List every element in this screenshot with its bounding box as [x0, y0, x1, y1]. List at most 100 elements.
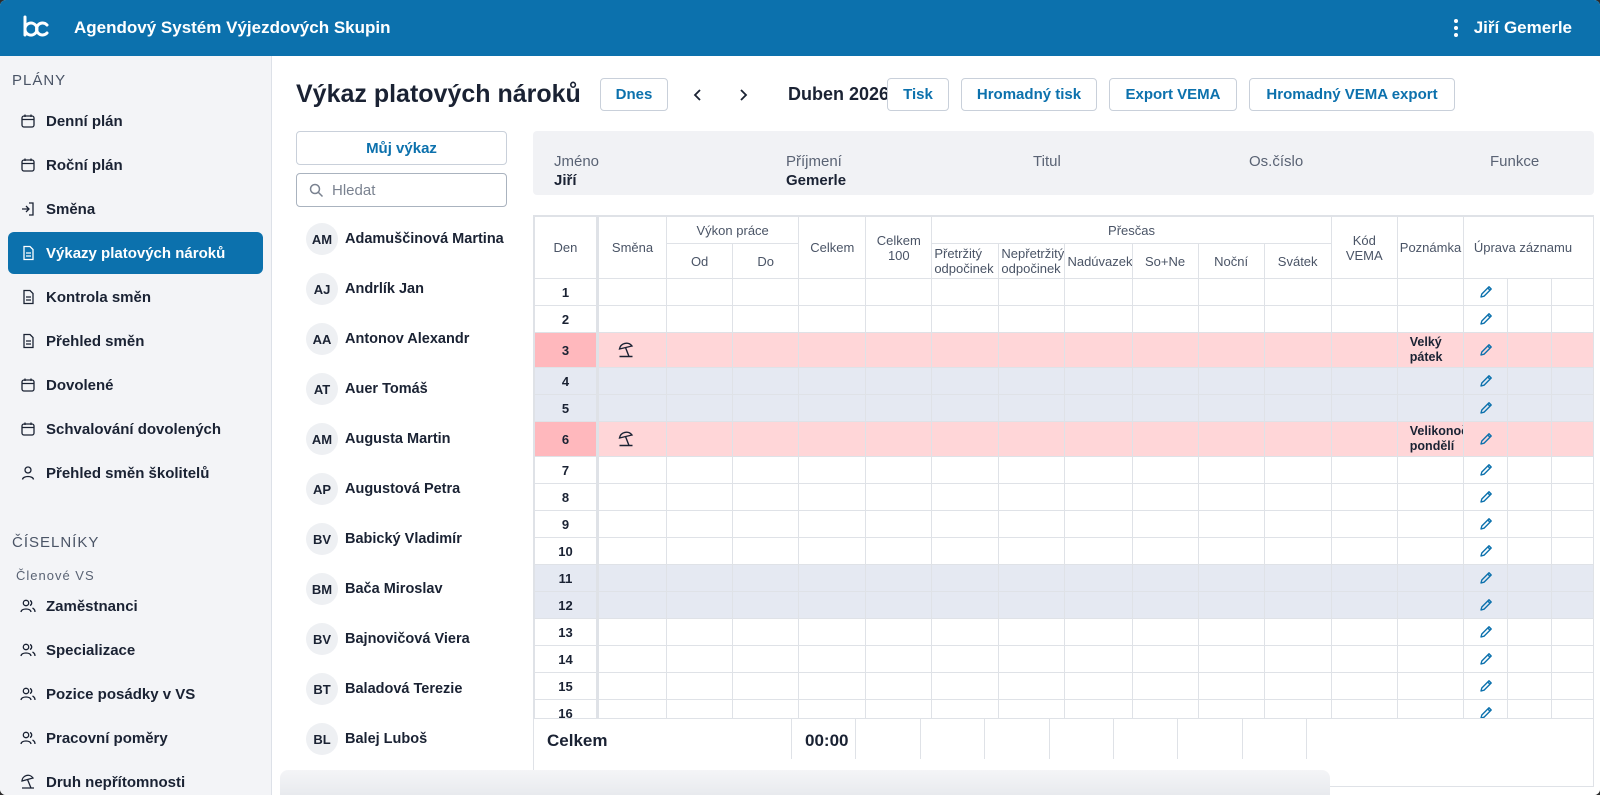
more-menu-icon[interactable]	[1450, 15, 1462, 41]
bulk-vema-export-button[interactable]: Hromadný VEMA export	[1249, 78, 1455, 111]
sidebar-item-denní-plán[interactable]: Denní plán	[8, 100, 263, 142]
edit-pencil-icon[interactable]	[1478, 678, 1494, 694]
day-cell: 14	[534, 645, 598, 673]
value-cell	[998, 672, 1066, 700]
sidebar-item-druh-nepřítomnosti[interactable]: Druh nepřítomnosti	[8, 761, 263, 795]
edit-pencil-icon[interactable]	[1478, 651, 1494, 667]
my-report-button[interactable]: Můj výkaz	[296, 131, 507, 165]
employee-list-item[interactable]: AT Auer Tomáš	[296, 364, 507, 414]
edit-cell[interactable]	[1462, 618, 1509, 646]
value-cell	[931, 367, 1000, 395]
edit-pencil-icon[interactable]	[1478, 489, 1494, 505]
value-cell	[1507, 456, 1552, 484]
value-cell	[666, 591, 734, 619]
employee-list-item[interactable]: BV Babický Vladimír	[296, 514, 507, 564]
search-input[interactable]	[332, 181, 492, 199]
edit-pencil-icon[interactable]	[1478, 597, 1494, 613]
edit-cell[interactable]	[1462, 456, 1509, 484]
sidebar-item-výkazy-platových-nároků[interactable]: Výkazy platových nároků	[8, 232, 263, 274]
search-box[interactable]	[296, 173, 507, 207]
sidebar-item-specializace[interactable]: Specializace	[8, 629, 263, 671]
sidebar-item-přehled-směn-školitelů[interactable]: Přehled směn školitelů	[8, 452, 263, 494]
document-icon	[23, 289, 34, 305]
edit-pencil-icon[interactable]	[1478, 462, 1494, 478]
edit-cell[interactable]	[1462, 332, 1509, 368]
value-cell	[1064, 645, 1133, 673]
employee-list-item[interactable]: BT Baladová Terezie	[296, 664, 507, 714]
col-naduvazek: Nadúvazek	[1064, 243, 1133, 279]
sidebar-item-schvalování-dovolených[interactable]: Schvalování dovolených	[8, 408, 263, 450]
edit-pencil-icon[interactable]	[1478, 311, 1494, 327]
value-cell	[1330, 510, 1398, 538]
edit-cell[interactable]	[1462, 672, 1509, 700]
value-cell	[1197, 645, 1265, 673]
employee-list-item[interactable]: AM Adamuščinová Martina	[296, 214, 507, 264]
day-cell: 10	[534, 537, 598, 565]
edit-cell[interactable]	[1462, 537, 1509, 565]
value-cell	[1507, 483, 1552, 511]
edit-pencil-icon[interactable]	[1478, 400, 1494, 416]
chevron-right-icon[interactable]	[731, 83, 755, 107]
export-vema-button[interactable]: Export VEMA	[1109, 78, 1237, 111]
edit-pencil-icon[interactable]	[1478, 284, 1494, 300]
app-logo[interactable]	[20, 13, 50, 43]
edit-pencil-icon[interactable]	[1478, 570, 1494, 586]
edit-cell[interactable]	[1462, 483, 1509, 511]
employee-list-item[interactable]: AP Augustová Petra	[296, 464, 507, 514]
nav-item-label: Schvalování dovolených	[46, 420, 222, 438]
edit-pencil-icon[interactable]	[1478, 373, 1494, 389]
edit-cell[interactable]	[1462, 564, 1509, 592]
sidebar-item-pracovní-poměry[interactable]: Pracovní poměry	[8, 717, 263, 759]
value-cell	[1263, 618, 1332, 646]
employee-list-item[interactable]: BL Balej Luboš	[296, 714, 507, 764]
sidebar-item-kontrola-směn[interactable]: Kontrola směn	[8, 276, 263, 318]
col-nepretrzity: Nepřetržitý odpočinek	[998, 243, 1066, 279]
employee-list-item[interactable]: AM Augusta Martin	[296, 414, 507, 464]
value-cell	[1263, 564, 1332, 592]
edit-pencil-icon[interactable]	[1478, 543, 1494, 559]
employee-list-item[interactable]: BM Bača Miroslav	[296, 564, 507, 614]
sidebar-item-směna[interactable]: Směna	[8, 188, 263, 230]
col-celkem: Celkem	[798, 216, 867, 279]
edit-cell[interactable]	[1462, 645, 1509, 673]
employee-list-item[interactable]: BV Bajnovičová Viera	[296, 614, 507, 664]
print-button[interactable]: Tisk	[887, 78, 949, 111]
employee-list-item[interactable]: AA Antonov Alexandr	[296, 314, 507, 364]
value-cell	[732, 456, 800, 484]
value-cell	[865, 618, 933, 646]
sidebar-item-přehled-směn[interactable]: Přehled směn	[8, 320, 263, 362]
employee-name: Bača Miroslav	[345, 580, 443, 597]
value-cell	[1131, 305, 1199, 333]
sidebar-item-roční-plán[interactable]: Roční plán	[8, 144, 263, 186]
edit-pencil-icon[interactable]	[1478, 516, 1494, 532]
bulk-print-button[interactable]: Hromadný tisk	[961, 78, 1097, 111]
edit-cell[interactable]	[1462, 305, 1509, 333]
edit-pencil-icon[interactable]	[1478, 624, 1494, 640]
value-cell	[1131, 483, 1199, 511]
edit-cell[interactable]	[1462, 394, 1509, 422]
edit-pencil-icon[interactable]	[1478, 342, 1494, 358]
value-cell	[1131, 367, 1199, 395]
sidebar-item-zaměstnanci[interactable]: Zaměstnanci	[8, 585, 263, 627]
day-cell: 13	[534, 618, 598, 646]
employee-list-item[interactable]: AJ Andrlík Jan	[296, 264, 507, 314]
edit-cell[interactable]	[1462, 278, 1509, 306]
chevron-left-icon[interactable]	[686, 83, 710, 107]
edit-pencil-icon[interactable]	[1478, 431, 1494, 447]
sidebar-item-dovolené[interactable]: Dovolené	[8, 364, 263, 406]
edit-cell[interactable]	[1462, 510, 1509, 538]
value-cell	[666, 483, 734, 511]
edit-cell[interactable]	[1462, 421, 1509, 457]
col-od: Od	[666, 243, 734, 279]
beach-umbrella-icon	[618, 342, 634, 358]
value-cell	[1330, 456, 1398, 484]
edit-cell[interactable]	[1462, 591, 1509, 619]
edit-pencil-icon[interactable]	[1478, 705, 1494, 721]
sidebar-item-pozice-posádky-v-vs[interactable]: Pozice posádky v VS	[8, 673, 263, 715]
value-cell	[1131, 332, 1199, 368]
month-label: Duben 2026	[788, 84, 890, 104]
edit-cell[interactable]	[1462, 367, 1509, 395]
user-name[interactable]: Jiří Gemerle	[1473, 18, 1572, 37]
value-cell	[1197, 618, 1265, 646]
today-button[interactable]: Dnes	[600, 78, 668, 111]
